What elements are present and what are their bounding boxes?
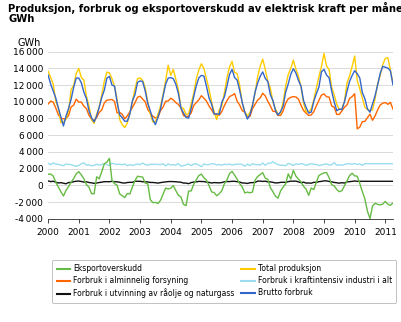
Text: Produksjon, forbruk og eksportoverskudd av elektrisk kraft per måned.: Produksjon, forbruk og eksportoverskudd … xyxy=(8,2,401,14)
Legend: Eksportoverskudd, Forbruk i alminnelig forsyning, Forbruk i utvinning av råolje : Eksportoverskudd, Forbruk i alminnelig f… xyxy=(52,260,397,303)
Text: GWh: GWh xyxy=(8,14,34,24)
Text: GWh: GWh xyxy=(17,38,41,48)
